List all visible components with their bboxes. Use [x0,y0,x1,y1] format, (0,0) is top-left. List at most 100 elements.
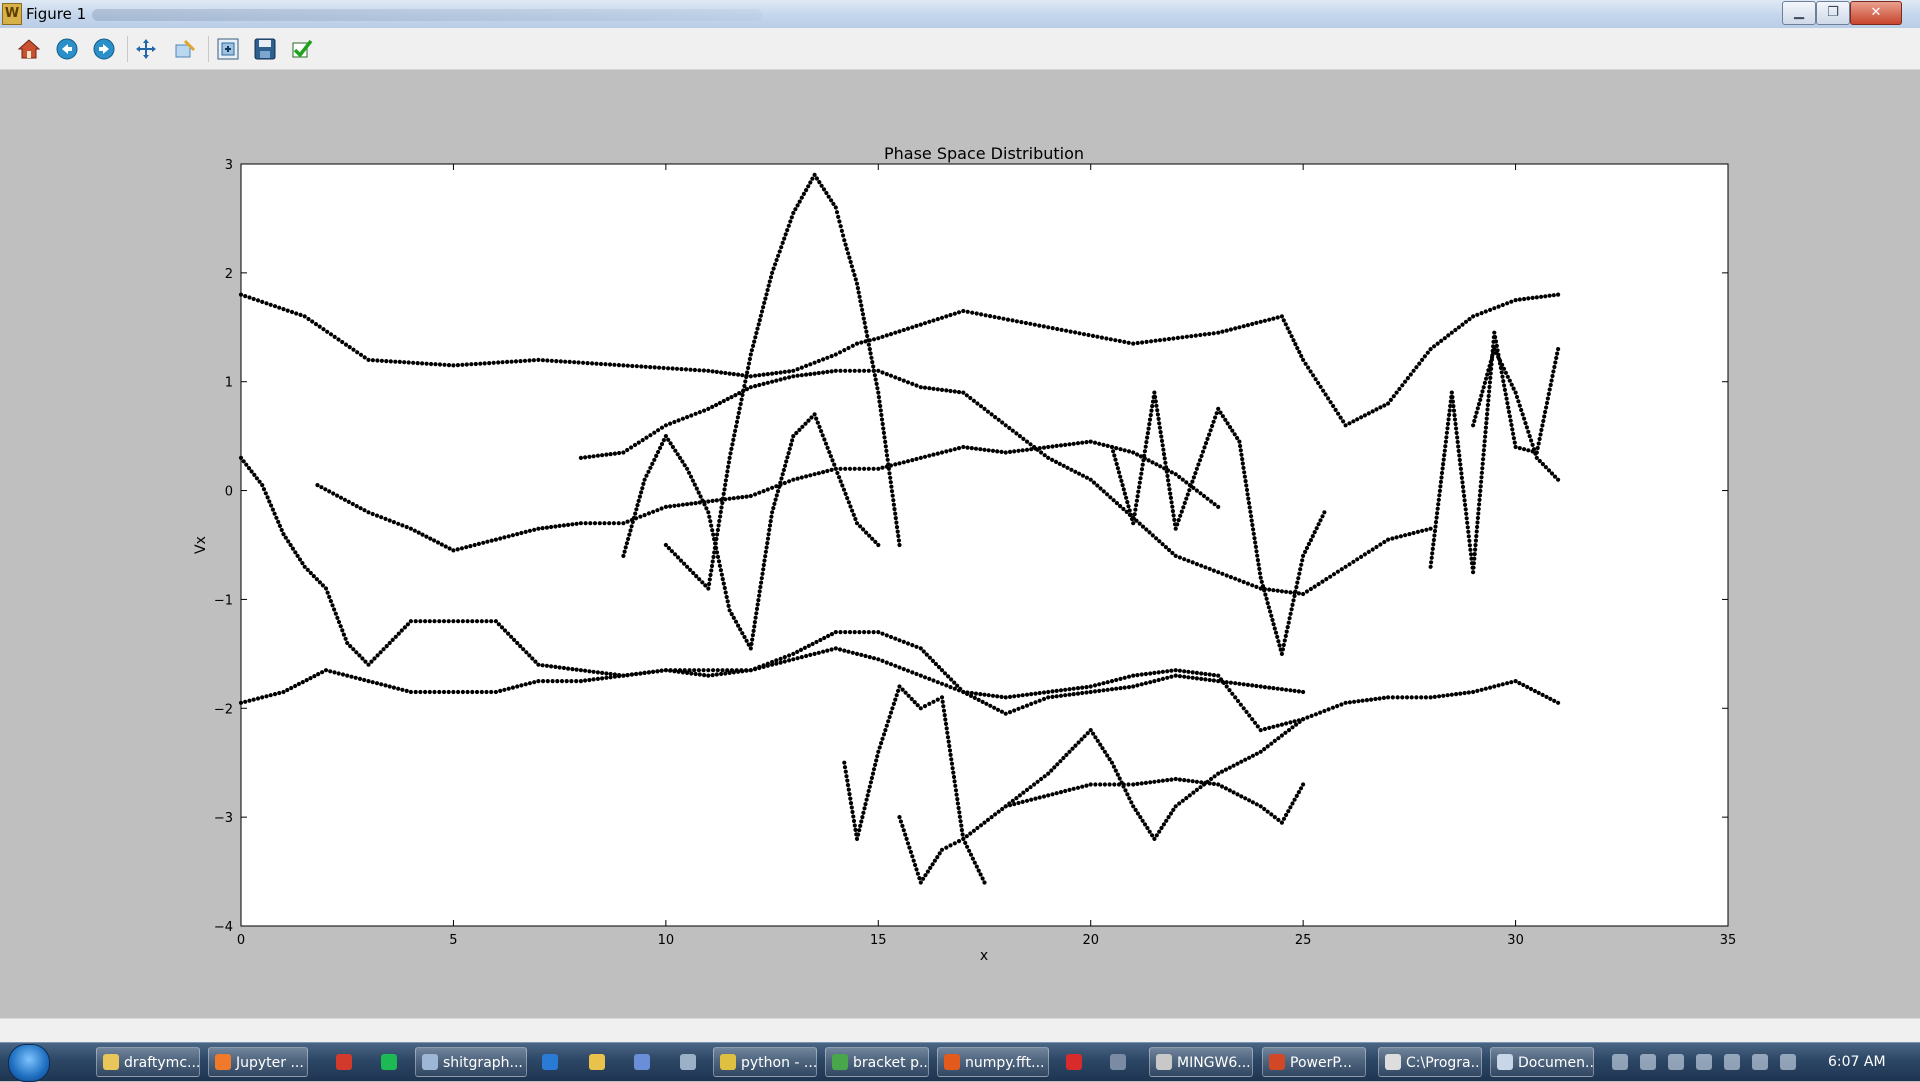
data-point [765,287,770,293]
data-point [880,658,885,664]
edit-button[interactable] [287,34,317,64]
data-point [1146,458,1151,463]
pan-button[interactable] [131,34,161,64]
data-point [714,550,720,555]
data-point [1160,669,1165,674]
spotify-icon[interactable] [381,1054,397,1070]
data-point [1128,512,1133,517]
pdf-icon[interactable] [1066,1054,1082,1070]
data-point [1267,587,1272,592]
data-point [761,372,766,377]
bluetooth-icon[interactable] [1696,1054,1712,1070]
taskbar-item[interactable]: C:\Progra... [1378,1047,1482,1077]
data-point [1239,759,1244,764]
minimize-button[interactable]: ▁ [1782,1,1816,25]
ie-icon[interactable] [542,1054,558,1070]
figure-canvas[interactable]: 0 5 10 15 20 25 30 35 3 2 1 0 −1 −2 −3 −4 Phase Space D… [0,70,1920,1018]
data-point [1216,782,1221,787]
taskbar-item[interactable]: Jupyter ... [208,1047,308,1077]
data-point [1005,317,1011,322]
explorer-icon[interactable] [589,1054,605,1070]
data-point [644,473,649,478]
data-point [607,521,612,526]
data-point [1443,439,1448,444]
data-point [1203,441,1209,446]
data-point [825,648,830,653]
data-point [1157,421,1162,426]
taskbar-item[interactable]: shitgraph... [415,1047,527,1077]
subplots-button[interactable] [213,34,243,64]
volume-icon[interactable] [1780,1054,1796,1070]
data-point [1445,693,1450,698]
data-point [776,253,781,258]
data-point [496,360,501,365]
data-point [710,498,715,503]
data-point [1184,796,1189,801]
data-point [1157,425,1162,430]
data-point [1448,403,1453,409]
data-point [1279,651,1284,657]
data-point [646,511,652,516]
data-point [1095,334,1100,339]
data-point [852,630,857,635]
data-point [1080,440,1085,445]
close-button[interactable]: ✕ [1850,1,1902,25]
taskbar-item[interactable]: bracket p... [825,1047,929,1077]
back-button[interactable] [52,34,82,64]
data-point [961,390,966,395]
data-point [720,577,725,582]
data-point [1537,458,1542,464]
zoom-button[interactable] [170,34,200,64]
data-point [905,641,911,646]
data-point [629,672,635,677]
taskbar-item[interactable]: MINGW6... [1149,1047,1253,1077]
itunes-icon[interactable] [634,1054,650,1070]
data-point [862,320,867,325]
data-point [866,342,872,347]
help-icon[interactable] [1612,1054,1628,1070]
data-point [795,373,800,378]
taskbar-item[interactable]: PowerP... [1262,1047,1366,1077]
data-point [1097,682,1102,687]
app-red-icon[interactable] [336,1054,352,1070]
data-point [1235,698,1241,704]
taskbar-item[interactable]: python - ... [713,1047,817,1077]
data-point [379,515,384,520]
start-button[interactable] [8,1044,50,1082]
settings-icon[interactable] [1110,1054,1126,1070]
data-point [1444,435,1449,440]
data-point [1126,685,1132,690]
calculator-icon[interactable] [680,1054,696,1070]
data-point [1197,458,1203,463]
system-clock[interactable]: 6:07 AM [1828,1054,1886,1070]
maximize-button[interactable]: ❐ [1816,1,1850,25]
data-point [1326,707,1331,712]
data-point [729,612,734,617]
flag-icon[interactable] [1668,1054,1684,1070]
data-point [1250,321,1255,327]
data-point [765,661,770,666]
data-point [1084,690,1089,695]
data-point [1360,698,1365,703]
network-share-icon[interactable] [1640,1054,1656,1070]
taskbar-item[interactable]: draftymc... [96,1047,200,1077]
data-point [617,673,622,678]
signal-icon[interactable] [1752,1054,1768,1070]
taskbar-item[interactable]: Documen... [1490,1047,1594,1077]
data-point [978,872,983,877]
power-icon[interactable] [1724,1054,1740,1070]
window-titlebar[interactable]: W Figure 1 ▁ ❐ ✕ [0,0,1920,29]
data-point [1423,695,1428,700]
data-point [1262,588,1267,593]
forward-button[interactable] [89,34,119,64]
home-button[interactable] [14,34,44,64]
data-point [1484,421,1489,426]
data-point [896,533,901,539]
save-button[interactable] [250,34,280,64]
data-point [845,496,850,501]
data-point [1275,588,1280,593]
data-point [826,194,831,199]
data-point [733,619,739,624]
taskbar-item[interactable]: numpy.fft... [937,1047,1049,1077]
